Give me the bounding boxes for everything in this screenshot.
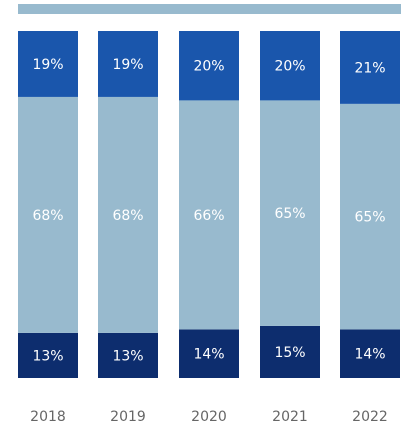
bar-segment-2022-0 (340, 329, 400, 378)
x-tick-label-2018: 2018 (30, 409, 66, 425)
legend-swatch (18, 4, 401, 14)
bar-segment-2019-2 (98, 31, 158, 97)
bar-segment-2019-1 (98, 96, 158, 333)
data-label-2019-2: 19% (112, 57, 143, 73)
data-label-2020-0: 14% (193, 347, 224, 363)
data-label-2021-2: 20% (274, 59, 305, 75)
data-label-2022-2: 21% (354, 60, 385, 76)
bar-segment-2018-0 (18, 332, 78, 378)
data-label-2020-2: 20% (193, 59, 224, 75)
bars-group: 13% 68% 19% 13% 68% 19% 14% 66% 20% 15% 65% 20% 14% 6… (18, 31, 400, 378)
bar-segment-2018-1 (18, 96, 78, 333)
data-label-2022-0: 14% (354, 347, 385, 363)
data-label-2021-1: 65% (274, 206, 305, 222)
bar-segment-2019-0 (98, 332, 158, 378)
bar-segment-2020-2 (179, 31, 239, 101)
data-label-2018-0: 13% (32, 348, 63, 364)
data-label-2020-1: 66% (193, 208, 224, 224)
x-axis: 2018 2019 2020 2021 2022 (30, 409, 388, 425)
data-label-2021-0: 15% (274, 345, 305, 361)
x-tick-label-2019: 2019 (110, 409, 146, 425)
x-tick-label-2021: 2021 (272, 409, 308, 425)
x-tick-label-2020: 2020 (191, 409, 227, 425)
bar-segment-2020-1 (179, 100, 239, 330)
bar-segment-2022-1 (340, 103, 400, 330)
bar-segment-2021-2 (260, 31, 320, 101)
data-label-2018-2: 19% (32, 57, 63, 73)
bar-segment-2018-2 (18, 31, 78, 97)
data-label-2019-0: 13% (112, 348, 143, 364)
bar-segment-2021-1 (260, 100, 320, 326)
bar-segment-2022-2 (340, 31, 400, 104)
bar-segment-2021-0 (260, 325, 320, 378)
data-label-2022-1: 65% (354, 210, 385, 226)
data-label-2018-1: 68% (32, 208, 63, 224)
x-tick-label-2022: 2022 (352, 409, 388, 425)
data-label-2019-1: 68% (112, 208, 143, 224)
bar-segment-2020-0 (179, 329, 239, 378)
